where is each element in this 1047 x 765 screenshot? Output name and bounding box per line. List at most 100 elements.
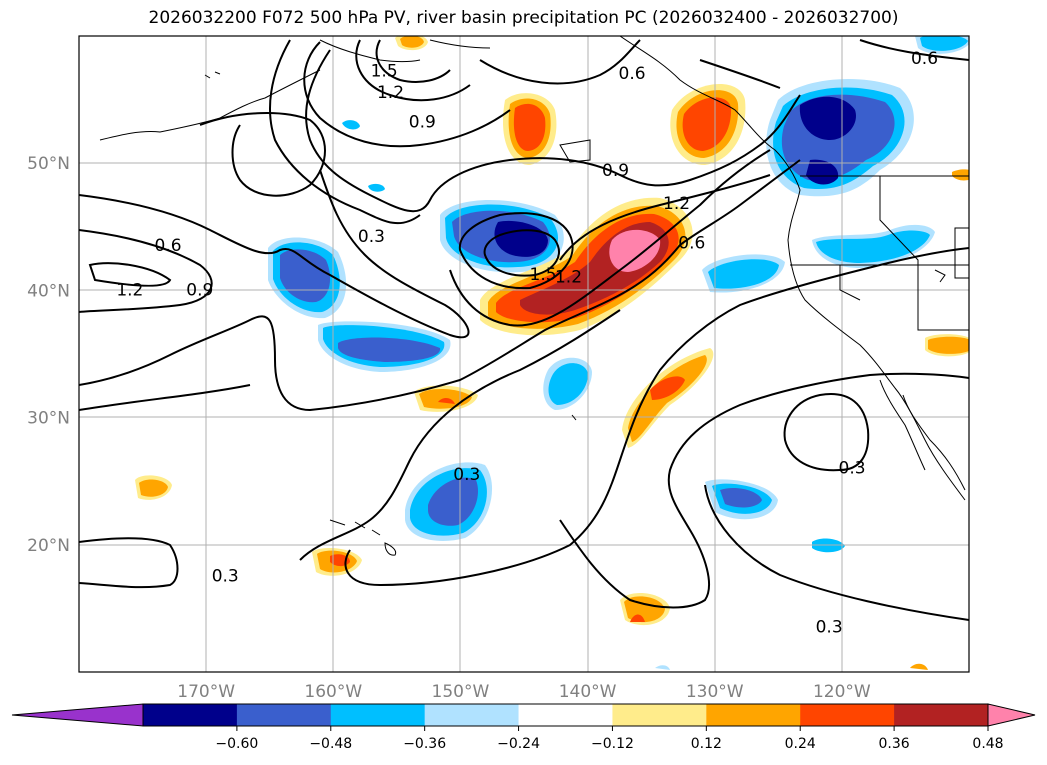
lat-tick-label: 20°N xyxy=(27,536,70,556)
shade-region xyxy=(928,336,969,354)
pv-contour xyxy=(344,247,969,587)
shade-region xyxy=(920,36,968,51)
pv-contour xyxy=(79,169,470,339)
colorbar-segment xyxy=(894,704,989,726)
gridlines xyxy=(79,36,969,672)
contour-label: 0.3 xyxy=(816,617,843,637)
pv-contour xyxy=(458,212,574,290)
pv-contour xyxy=(79,537,179,589)
lon-tick-label: 140°W xyxy=(559,682,617,702)
shade-region xyxy=(806,159,839,185)
pv-contour xyxy=(483,229,560,277)
lon-tick-label: 130°W xyxy=(686,682,744,702)
pv-contour xyxy=(783,393,870,472)
contour-label: 0.9 xyxy=(602,161,629,181)
shade-region xyxy=(650,376,685,400)
colorbar-tick-label: 0.36 xyxy=(879,736,910,752)
colorbar-max-arrow xyxy=(987,703,1036,727)
colorbar-segments xyxy=(143,704,989,726)
colorbar-segment xyxy=(236,704,332,726)
lon-tick-label: 120°W xyxy=(813,682,871,702)
contour-label: 1.5 xyxy=(371,62,398,82)
map-area: 0.61.2 0.90.31.51.20.90.60.91.20.61.51.20… xyxy=(79,36,969,672)
contour-label: 0.3 xyxy=(358,227,385,247)
colorbar-frame xyxy=(142,703,989,727)
pv-contour xyxy=(704,484,969,621)
shade-region xyxy=(910,663,928,670)
shade-region xyxy=(720,488,762,508)
colorbar-segment xyxy=(424,704,520,726)
contour-label: 1.2 xyxy=(555,268,582,288)
colorbar-tick-label: −0.12 xyxy=(591,736,634,752)
shade-region xyxy=(609,229,661,272)
shade-region xyxy=(280,249,331,303)
colorbar-tick-label: −0.48 xyxy=(309,736,352,752)
pv-contour xyxy=(559,174,771,261)
coastlines xyxy=(99,36,969,556)
shade-region xyxy=(952,169,969,181)
lon-tick-label: 150°W xyxy=(432,682,490,702)
shade-region xyxy=(438,398,455,404)
colorbar-segment xyxy=(612,704,707,726)
pv-contour xyxy=(79,159,801,412)
precip-shading xyxy=(135,36,969,670)
lat-tick-label: 40°N xyxy=(27,281,70,301)
pv-contour xyxy=(79,384,251,411)
shade-region xyxy=(682,97,732,151)
colorbar-segment xyxy=(143,704,238,726)
contour-label: 1.5 xyxy=(530,265,557,285)
pv-contours xyxy=(79,39,969,621)
contour-label: 0.3 xyxy=(453,465,480,485)
shade-region xyxy=(624,596,665,623)
pv-contour xyxy=(699,59,781,89)
pv-contour xyxy=(305,49,801,213)
shade-region xyxy=(139,479,168,497)
pv-contour xyxy=(559,372,969,609)
colorbar: −0.60 −0.48 −0.36 −0.24 −0.12 0.12 0.24 0.36 0.4… xyxy=(11,703,1036,752)
colorbar-tick-label: 0.24 xyxy=(785,736,816,752)
colorbar-labels: −0.60 −0.48 −0.36 −0.24 −0.12 0.12 0.24 0.36 0.4… xyxy=(215,726,1004,752)
contour-label: 0.3 xyxy=(839,458,866,478)
contour-label: 1.2 xyxy=(663,194,690,214)
shade-region xyxy=(368,183,385,192)
colorbar-tick-label: 0.12 xyxy=(691,736,722,752)
lon-tick-label: 170°W xyxy=(177,682,235,702)
chart-title: 2026032200 F072 500 hPa PV, river basin … xyxy=(148,8,899,28)
shade-region xyxy=(338,337,441,362)
shade-region xyxy=(548,363,588,405)
colorbar-tick-label: 0.48 xyxy=(972,736,1003,752)
pv-contour xyxy=(79,229,213,313)
shade-region xyxy=(342,120,360,130)
lon-tick-label: 160°W xyxy=(304,682,362,702)
shade-region xyxy=(513,103,546,151)
colorbar-tick-label: −0.24 xyxy=(497,736,540,752)
shade-region xyxy=(630,614,645,622)
pv-contour xyxy=(299,309,621,561)
contour-labels: 0.61.2 0.90.31.51.20.90.60.91.20.61.51.20… xyxy=(116,49,938,638)
contour-label: 0.3 xyxy=(212,567,239,587)
pv-contour xyxy=(479,39,641,85)
colorbar-segment xyxy=(330,704,426,726)
contour-label: 0.6 xyxy=(619,64,646,84)
map-frame xyxy=(78,35,970,673)
colorbar-tick-label: −0.60 xyxy=(215,736,258,752)
contour-label: 0.6 xyxy=(678,233,705,253)
contour-label: 0.6 xyxy=(154,236,181,256)
contour-label: 1.2 xyxy=(377,83,404,103)
contour-label: 0.9 xyxy=(409,112,436,132)
colorbar-segment xyxy=(518,704,613,726)
shade-region xyxy=(428,477,478,526)
pv-contour xyxy=(303,41,511,148)
lat-tick-label: 50°N xyxy=(27,154,70,174)
pv-contour xyxy=(375,39,451,83)
longitude-labels: 170°W 160°W 150°W 140°W 130°W 120°W xyxy=(177,682,871,702)
colorbar-min-arrow xyxy=(11,703,144,727)
pv-contour xyxy=(355,39,471,102)
colorbar-segment xyxy=(706,704,801,726)
lat-tick-label: 30°N xyxy=(27,409,70,429)
contour-label: 1.2 xyxy=(116,280,143,300)
shade-region xyxy=(628,355,707,442)
contour-label: 0.6 xyxy=(911,49,938,69)
shade-region xyxy=(400,36,424,48)
